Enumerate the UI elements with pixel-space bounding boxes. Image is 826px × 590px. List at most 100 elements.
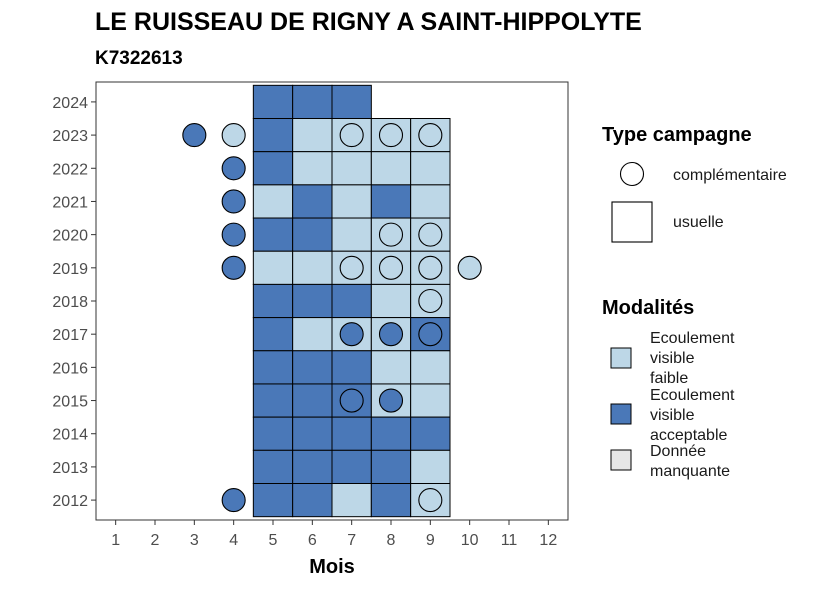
y-tick-label: 2021 — [52, 194, 88, 211]
x-tick-label: 7 — [347, 532, 356, 549]
cell-2019-6 — [292, 250, 333, 285]
cell-2019-5 — [252, 250, 294, 285]
cell-2016-5 — [252, 350, 294, 385]
cell-2022-8 — [370, 151, 412, 186]
legend-fill-title: Modalités — [602, 297, 694, 319]
cell-2015-6 — [292, 383, 333, 418]
cell-2024-6 — [292, 84, 333, 120]
cell-2023-6 — [292, 118, 333, 153]
y-tick-label: 2020 — [52, 228, 88, 245]
legend-label-acceptable-1: Ecoulement — [650, 387, 735, 404]
y-tick-label: 2022 — [52, 161, 88, 178]
legend-modalites: Modalités Ecoulement visible faible Ecou… — [602, 297, 735, 480]
legend-type-campagne: Type campagne complémentaire usuelle — [602, 124, 787, 243]
cell-2016-7 — [331, 350, 372, 385]
point-2019-9 — [418, 255, 443, 280]
cell-2016-9 — [410, 350, 451, 385]
cell-2017-6 — [292, 317, 333, 352]
y-tick-label: 2024 — [52, 95, 88, 112]
x-axis-title: Mois — [309, 556, 355, 578]
cell-2020-5 — [252, 217, 294, 252]
x-tick-label: 11 — [501, 532, 518, 549]
x-axis: 1 2 3 4 5 6 7 8 9 10 11 12 — [111, 520, 557, 549]
cell-2015-9 — [410, 383, 451, 418]
point-2021-4 — [221, 189, 246, 214]
x-tick-label: 1 — [111, 532, 120, 549]
cell-2022-9 — [410, 151, 451, 186]
cell-2018-6 — [292, 283, 333, 319]
cell-2018-7 — [331, 283, 372, 319]
y-tick-label: 2018 — [52, 294, 88, 311]
cell-2013-6 — [292, 449, 333, 484]
cell-2024-5 — [252, 84, 294, 120]
cell-2013-9 — [410, 449, 451, 484]
cell-2018-8 — [370, 283, 412, 319]
cell-2014-8 — [370, 416, 412, 451]
complementaire-points — [182, 123, 482, 513]
cell-2016-6 — [292, 350, 333, 385]
x-tick-label: 8 — [387, 532, 396, 549]
point-2019-7 — [339, 255, 364, 280]
point-2015-8 — [378, 388, 404, 413]
x-tick-label: 12 — [539, 532, 557, 549]
x-tick-label: 5 — [269, 532, 278, 549]
point-2022-4 — [221, 156, 246, 181]
cell-2021-6 — [292, 184, 333, 219]
point-2023-8 — [378, 123, 404, 148]
y-tick-label: 2023 — [52, 128, 88, 145]
cell-2022-7 — [331, 151, 372, 186]
cell-2023-5 — [252, 118, 294, 153]
cell-2016-8 — [370, 350, 412, 385]
point-2018-9 — [418, 288, 443, 314]
y-tick-label: 2015 — [52, 394, 88, 411]
y-axis: 2012 2013 2014 2015 2016 2017 2018 2019 2020 2021… — [52, 95, 96, 510]
point-2020-8 — [378, 222, 404, 247]
point-2020-4 — [221, 222, 246, 247]
legend-label-complementaire: complémentaire — [673, 167, 787, 184]
x-tick-label: 3 — [190, 532, 199, 549]
legend-square-key — [611, 201, 653, 243]
cell-2021-5 — [252, 184, 294, 219]
cell-2014-9 — [410, 416, 451, 451]
cell-2017-5 — [252, 317, 294, 352]
cell-2022-5 — [252, 151, 294, 186]
x-tick-label: 6 — [308, 532, 317, 549]
cell-2013-7 — [331, 449, 372, 484]
cell-2012-8 — [370, 483, 412, 518]
cell-2021-7 — [331, 184, 372, 219]
cell-2021-9 — [410, 184, 451, 219]
legend-label-faible-3: faible — [650, 370, 688, 387]
legend-label-manquante-1: Donnée — [650, 443, 706, 460]
legend-label-acceptable-2: visible — [650, 407, 695, 424]
point-2019-4 — [221, 255, 246, 280]
cell-2021-8 — [370, 184, 412, 219]
y-tick-label: 2014 — [52, 427, 88, 444]
legend-circle-key — [619, 161, 645, 187]
point-2012-4 — [221, 488, 246, 513]
cell-2012-5 — [252, 483, 294, 518]
point-2023-3 — [182, 123, 207, 148]
x-tick-label: 4 — [229, 532, 238, 549]
cell-2022-6 — [292, 151, 333, 186]
y-tick-label: 2019 — [52, 261, 88, 278]
x-tick-label: 2 — [151, 532, 160, 549]
x-tick-label: 10 — [461, 532, 479, 549]
cell-2014-7 — [331, 416, 372, 451]
legend-shape-title: Type campagne — [602, 124, 752, 146]
legend-label-usuelle: usuelle — [673, 214, 724, 231]
point-2017-8 — [378, 322, 404, 347]
cell-2012-7 — [331, 483, 372, 518]
point-2023-9 — [418, 123, 443, 148]
legend-key-acceptable — [610, 403, 632, 425]
legend-label-acceptable-3: acceptable — [650, 427, 727, 444]
cell-2014-5 — [252, 416, 294, 451]
chart-title: LE RUISSEAU DE RIGNY A SAINT-HIPPOLYTE — [95, 8, 642, 36]
cell-2020-6 — [292, 217, 333, 252]
point-2017-9 — [418, 322, 443, 347]
legend-label-manquante-2: manquante — [650, 463, 730, 480]
y-tick-label: 2013 — [52, 460, 88, 477]
point-2012-9 — [418, 488, 443, 513]
y-tick-label: 2012 — [52, 493, 88, 510]
point-2017-7 — [339, 322, 364, 347]
point-2019-8 — [378, 255, 404, 280]
